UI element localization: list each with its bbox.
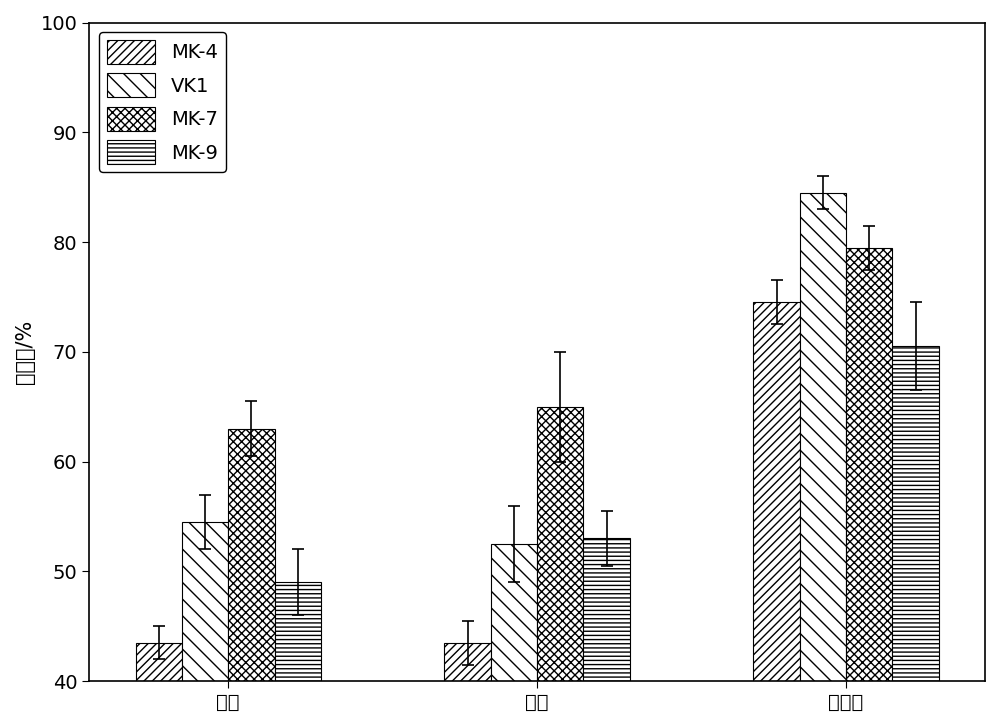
Bar [182, 522, 228, 727]
Bar [846, 248, 892, 727]
Bar [753, 302, 800, 727]
Y-axis label: 回收率/%: 回收率/% [15, 320, 35, 384]
Bar [800, 193, 846, 727]
Bar [537, 406, 583, 727]
Bar [892, 346, 939, 727]
Bar [444, 643, 491, 727]
Bar [491, 544, 537, 727]
Bar [583, 539, 630, 727]
Bar [228, 429, 275, 727]
Bar [275, 582, 321, 727]
Legend: MK-4, VK1, MK-7, MK-9: MK-4, VK1, MK-7, MK-9 [99, 32, 226, 172]
Bar [136, 643, 182, 727]
